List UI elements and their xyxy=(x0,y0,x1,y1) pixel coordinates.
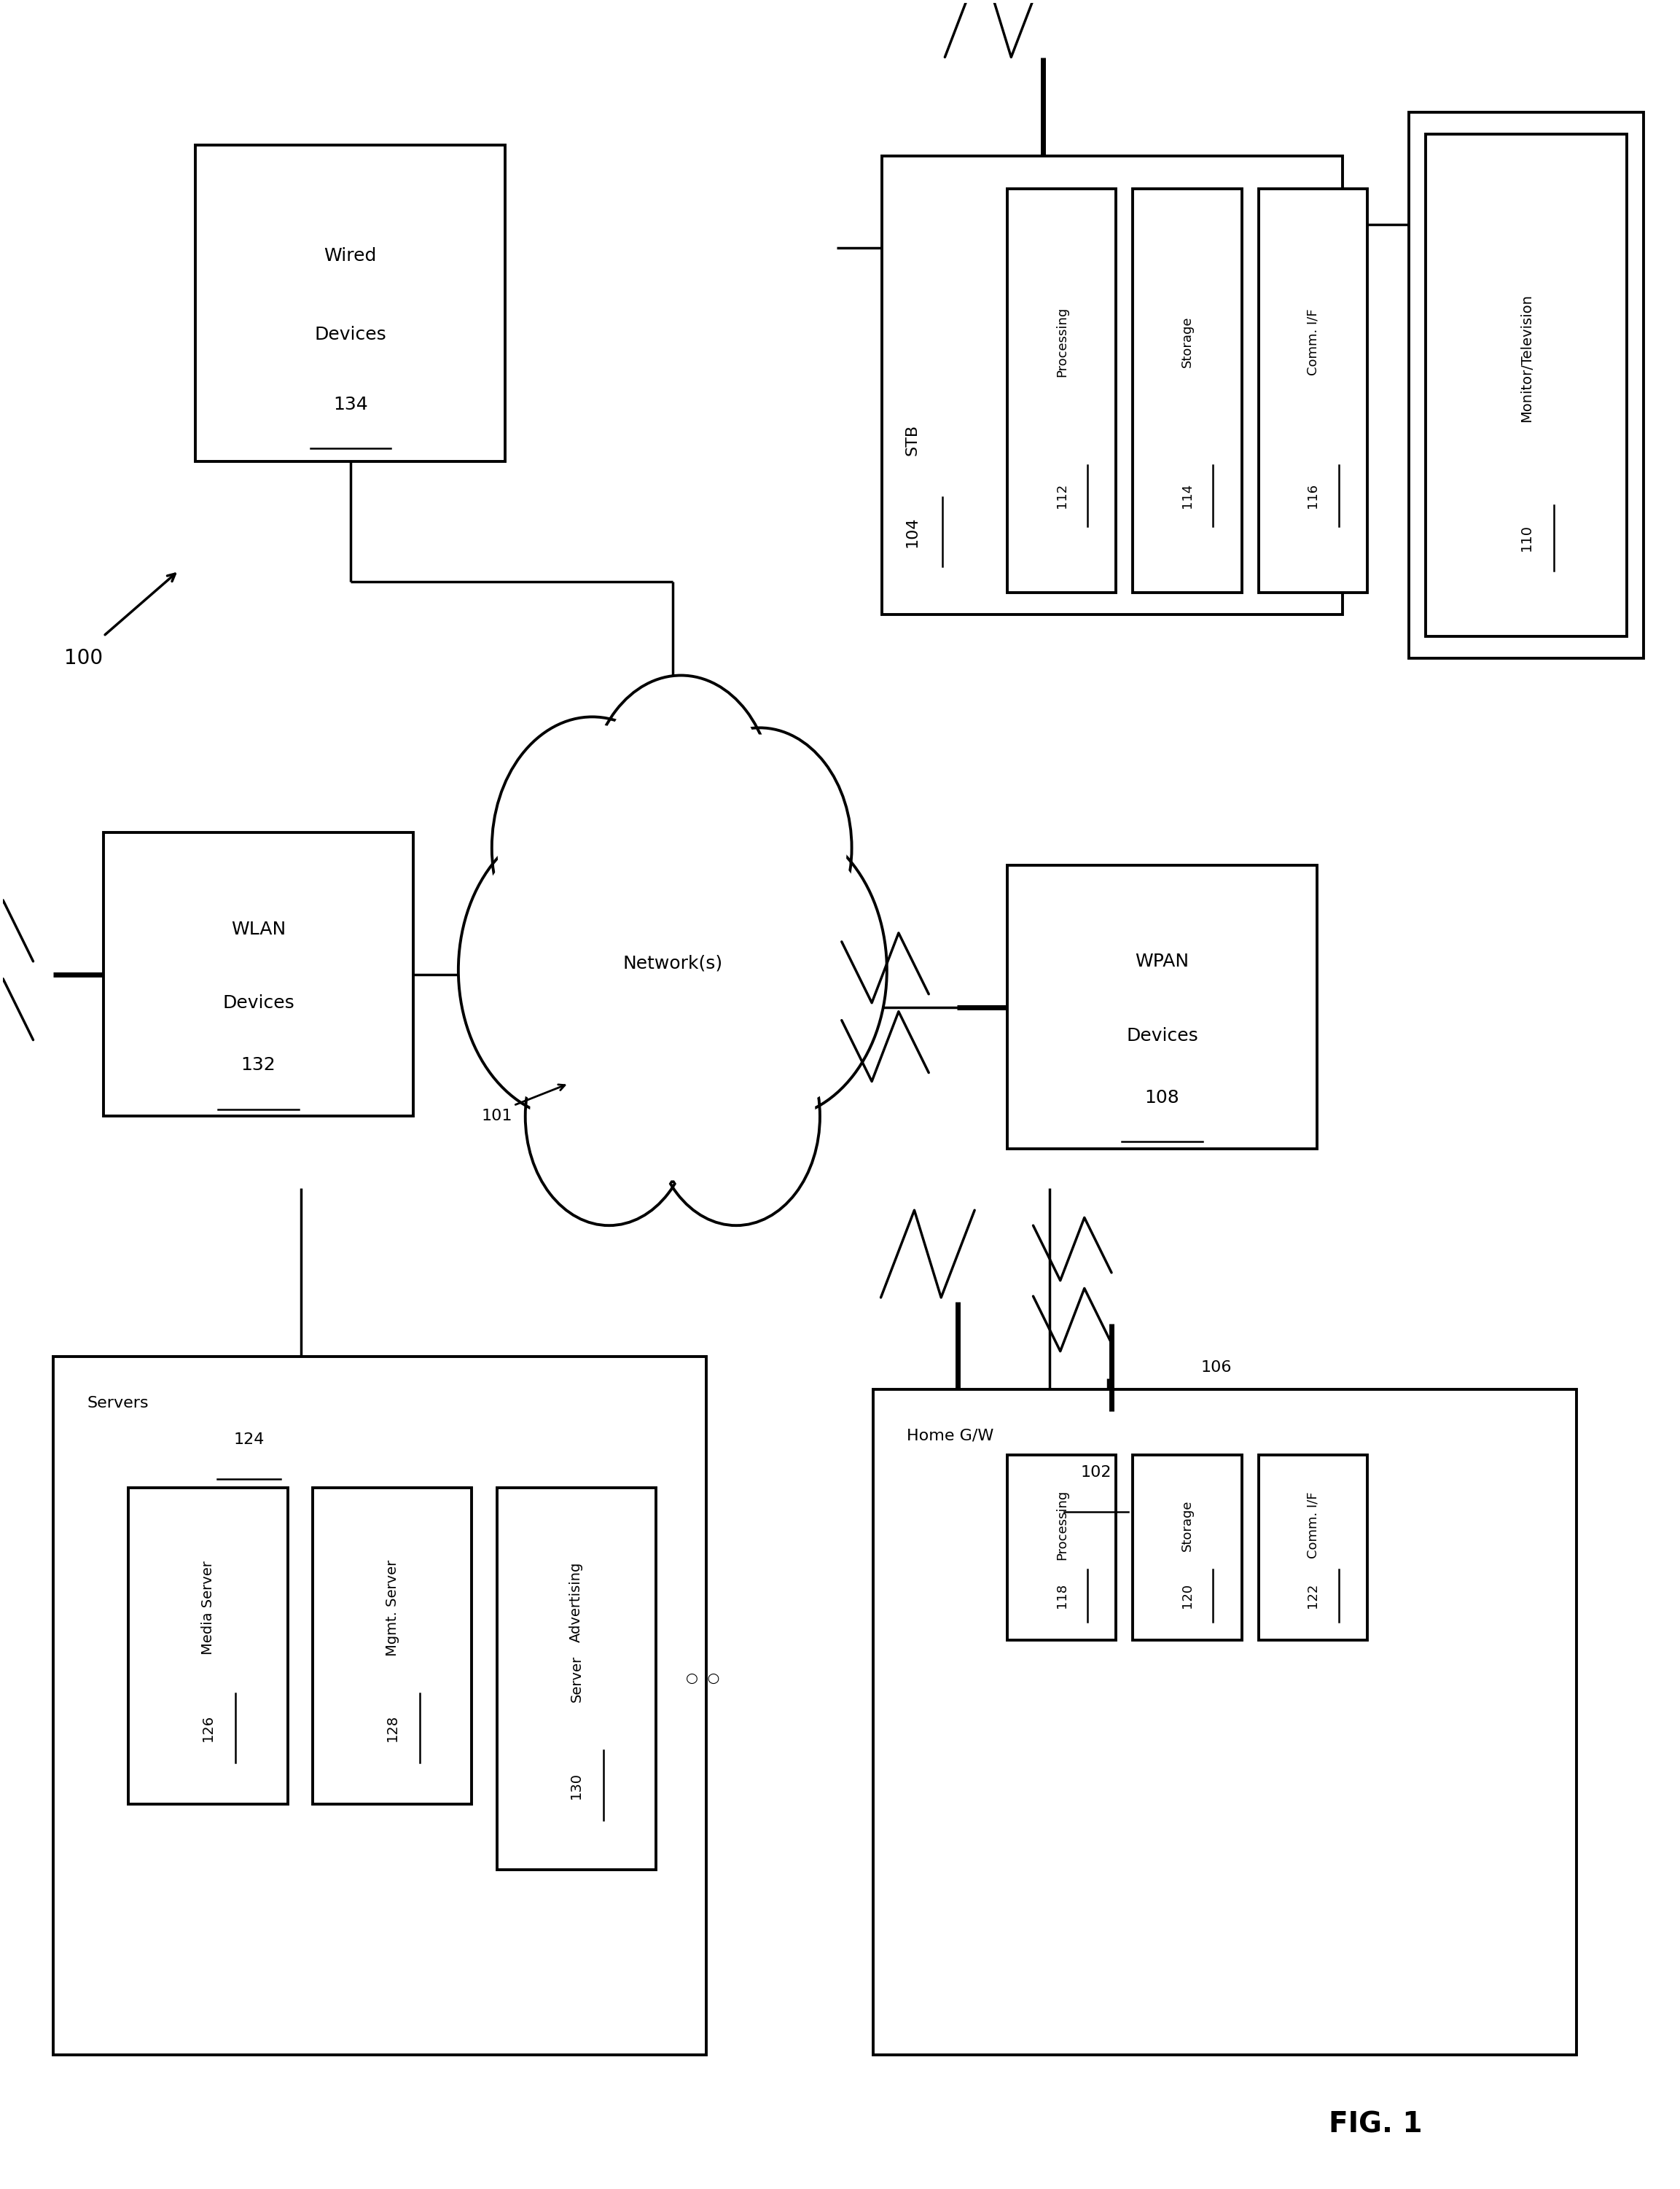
Circle shape xyxy=(674,736,847,961)
Text: Storage: Storage xyxy=(1181,1499,1194,1550)
Bar xyxy=(1258,1456,1368,1640)
Bar xyxy=(1258,188,1368,593)
Text: Monitor/Television: Monitor/Television xyxy=(1519,293,1534,422)
Bar xyxy=(1132,188,1242,593)
Text: 126: 126 xyxy=(202,1714,215,1742)
Text: Network(s): Network(s) xyxy=(623,954,722,972)
Text: 116: 116 xyxy=(1307,484,1319,508)
Circle shape xyxy=(590,676,773,915)
Text: 118: 118 xyxy=(1055,1583,1068,1609)
Bar xyxy=(1008,188,1116,593)
Text: 108: 108 xyxy=(1144,1090,1179,1108)
Circle shape xyxy=(465,830,679,1110)
Bar xyxy=(195,144,506,462)
Text: Servers: Servers xyxy=(87,1397,148,1410)
Text: 132: 132 xyxy=(240,1057,276,1075)
Circle shape xyxy=(526,1007,692,1226)
Text: Devices: Devices xyxy=(1126,1027,1198,1044)
Bar xyxy=(129,1489,287,1804)
Text: 134: 134 xyxy=(333,396,368,414)
Text: 101: 101 xyxy=(482,1110,512,1123)
Text: Comm. I/F: Comm. I/F xyxy=(1307,1491,1319,1559)
Bar xyxy=(1067,1412,1216,1574)
Bar xyxy=(312,1489,472,1804)
Bar xyxy=(497,1489,655,1869)
Circle shape xyxy=(595,683,768,908)
Text: Media Server: Media Server xyxy=(202,1561,215,1655)
Text: Home G/W: Home G/W xyxy=(907,1429,995,1443)
Text: 130: 130 xyxy=(570,1771,583,1799)
Bar xyxy=(882,155,1342,615)
Circle shape xyxy=(531,1014,687,1219)
Circle shape xyxy=(657,1014,815,1219)
Text: Devices: Devices xyxy=(222,994,294,1011)
Circle shape xyxy=(659,821,887,1119)
Text: Mgmt. Server: Mgmt. Server xyxy=(385,1559,400,1655)
Text: Advertising: Advertising xyxy=(570,1561,583,1642)
Circle shape xyxy=(514,766,832,1182)
Circle shape xyxy=(459,821,685,1119)
Text: 102: 102 xyxy=(1080,1464,1112,1480)
Text: 106: 106 xyxy=(1201,1359,1231,1375)
Text: Processing: Processing xyxy=(1055,1491,1068,1561)
Text: WPAN: WPAN xyxy=(1136,952,1189,970)
Bar xyxy=(1008,1456,1116,1640)
Bar xyxy=(1008,865,1317,1149)
Text: 124: 124 xyxy=(234,1432,264,1447)
Text: Server: Server xyxy=(570,1655,583,1701)
Bar xyxy=(54,1357,706,2055)
Bar xyxy=(874,1390,1576,2055)
Circle shape xyxy=(492,716,692,978)
Text: 110: 110 xyxy=(1519,525,1534,552)
Text: Wired: Wired xyxy=(324,247,376,265)
Bar xyxy=(1426,134,1626,637)
Bar xyxy=(104,832,413,1116)
Text: WLAN: WLAN xyxy=(230,919,286,937)
Text: 104: 104 xyxy=(906,517,919,547)
Bar xyxy=(1132,1456,1242,1640)
Text: 122: 122 xyxy=(1307,1583,1319,1609)
Circle shape xyxy=(652,1007,820,1226)
Circle shape xyxy=(522,779,822,1169)
Circle shape xyxy=(497,725,687,972)
Text: STB: STB xyxy=(906,425,919,455)
Text: Devices: Devices xyxy=(314,326,386,344)
Text: Comm. I/F: Comm. I/F xyxy=(1307,309,1319,377)
Circle shape xyxy=(665,830,880,1110)
Text: ○  ○: ○ ○ xyxy=(685,1672,719,1686)
Text: Storage: Storage xyxy=(1181,317,1194,368)
Circle shape xyxy=(667,727,852,968)
Text: 100: 100 xyxy=(64,648,102,668)
Text: 128: 128 xyxy=(385,1714,400,1742)
Bar xyxy=(1410,112,1643,659)
Text: Processing: Processing xyxy=(1055,306,1068,377)
Text: 114: 114 xyxy=(1181,484,1194,508)
Text: 112: 112 xyxy=(1055,484,1068,508)
Text: FIG. 1: FIG. 1 xyxy=(1329,2110,1423,2139)
Text: 120: 120 xyxy=(1181,1583,1194,1609)
